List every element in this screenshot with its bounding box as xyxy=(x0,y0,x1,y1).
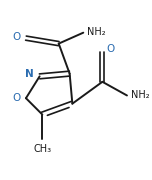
Text: NH₂: NH₂ xyxy=(131,90,150,100)
Text: O: O xyxy=(12,32,21,42)
Text: N: N xyxy=(25,69,34,79)
Text: O: O xyxy=(107,44,115,54)
Text: NH₂: NH₂ xyxy=(87,27,106,37)
Text: O: O xyxy=(12,93,21,103)
Text: CH₃: CH₃ xyxy=(33,144,51,154)
